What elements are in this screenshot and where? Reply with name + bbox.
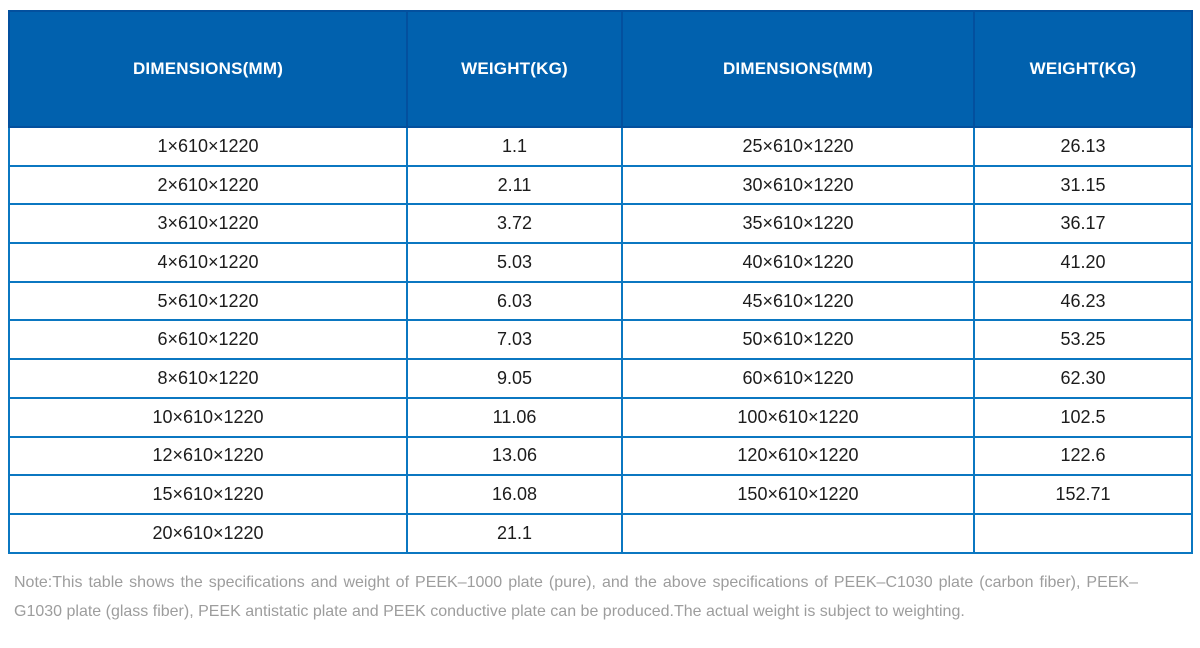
dimensions-cell: 30×610×1220	[621, 164, 975, 206]
weight-cell: 41.20	[973, 242, 1193, 283]
header-weight-left: WEIGHT(KG)	[406, 10, 623, 128]
dimensions-cell: 5×610×1220	[8, 280, 408, 322]
dimensions-cell: 15×610×1220	[8, 474, 408, 515]
dimensions-cell: 12×610×1220	[8, 435, 408, 477]
dimensions-cell: 60×610×1220	[621, 358, 975, 399]
table-row: 6×610×1220 7.03 50×610×1220 53.25	[8, 319, 1193, 361]
weight-cell: 13.06	[406, 435, 623, 477]
dimensions-cell: 20×610×1220	[8, 512, 408, 554]
dimensions-cell: 6×610×1220	[8, 319, 408, 361]
table-row: 8×610×1220 9.05 60×610×1220 62.30	[8, 358, 1193, 399]
table-row: 12×610×1220 13.06 120×610×1220 122.6	[8, 435, 1193, 477]
weight-cell: 11.06	[406, 396, 623, 438]
dimensions-cell: 150×610×1220	[621, 474, 975, 515]
weight-cell: 3.72	[406, 203, 623, 245]
dimensions-cell: 40×610×1220	[621, 242, 975, 283]
weight-cell	[973, 512, 1193, 554]
spec-table-body: 1×610×1220 1.1 25×610×1220 26.13 2×610×1220 2…	[8, 126, 1193, 554]
weight-cell: 16.08	[406, 474, 623, 515]
table-row: 3×610×1220 3.72 35×610×1220 36.17	[8, 203, 1193, 245]
weight-cell: 31.15	[973, 164, 1193, 206]
weight-cell: 53.25	[973, 319, 1193, 361]
weight-cell: 7.03	[406, 319, 623, 361]
dimensions-cell: 1×610×1220	[8, 126, 408, 167]
header-dimensions-right: DIMENSIONS(MM)	[621, 10, 975, 128]
dimensions-cell: 2×610×1220	[8, 164, 408, 206]
weight-cell: 21.1	[406, 512, 623, 554]
weight-cell: 62.30	[973, 358, 1193, 399]
table-row: 2×610×1220 2.11 30×610×1220 31.15	[8, 164, 1193, 206]
table-row: 1×610×1220 1.1 25×610×1220 26.13	[8, 126, 1193, 167]
spec-table: DIMENSIONS(MM) WEIGHT(KG) DIMENSIONS(MM)…	[8, 10, 1193, 554]
weight-cell: 2.11	[406, 164, 623, 206]
header-row: DIMENSIONS(MM) WEIGHT(KG) DIMENSIONS(MM)…	[8, 10, 1193, 128]
dimensions-cell: 25×610×1220	[621, 126, 975, 167]
table-row: 4×610×1220 5.03 40×610×1220 41.20	[8, 242, 1193, 283]
table-row: 10×610×1220 11.06 100×610×1220 102.5	[8, 396, 1193, 438]
header-dimensions-left: DIMENSIONS(MM)	[8, 10, 408, 128]
weight-cell: 9.05	[406, 358, 623, 399]
weight-cell: 122.6	[973, 435, 1193, 477]
weight-cell: 6.03	[406, 280, 623, 322]
spec-table-header: DIMENSIONS(MM) WEIGHT(KG) DIMENSIONS(MM)…	[8, 10, 1193, 128]
note-text: Note:This table shows the specifications…	[14, 573, 1138, 620]
dimensions-cell: 45×610×1220	[621, 280, 975, 322]
dimensions-cell: 10×610×1220	[8, 396, 408, 438]
table-row: 15×610×1220 16.08 150×610×1220 152.71	[8, 474, 1193, 515]
table-row: 5×610×1220 6.03 45×610×1220 46.23	[8, 280, 1193, 322]
weight-cell: 102.5	[973, 396, 1193, 438]
dimensions-cell: 35×610×1220	[621, 203, 975, 245]
dimensions-cell: 8×610×1220	[8, 358, 408, 399]
dimensions-cell: 3×610×1220	[8, 203, 408, 245]
dimensions-cell	[621, 512, 975, 554]
table-row: 20×610×1220 21.1	[8, 512, 1193, 554]
weight-cell: 46.23	[973, 280, 1193, 322]
dimensions-cell: 120×610×1220	[621, 435, 975, 477]
dimensions-cell: 50×610×1220	[621, 319, 975, 361]
header-weight-right: WEIGHT(KG)	[973, 10, 1193, 128]
weight-cell: 36.17	[973, 203, 1193, 245]
weight-cell: 26.13	[973, 126, 1193, 167]
weight-cell: 5.03	[406, 242, 623, 283]
dimensions-cell: 4×610×1220	[8, 242, 408, 283]
weight-cell: 152.71	[973, 474, 1193, 515]
weight-cell: 1.1	[406, 126, 623, 167]
dimensions-cell: 100×610×1220	[621, 396, 975, 438]
